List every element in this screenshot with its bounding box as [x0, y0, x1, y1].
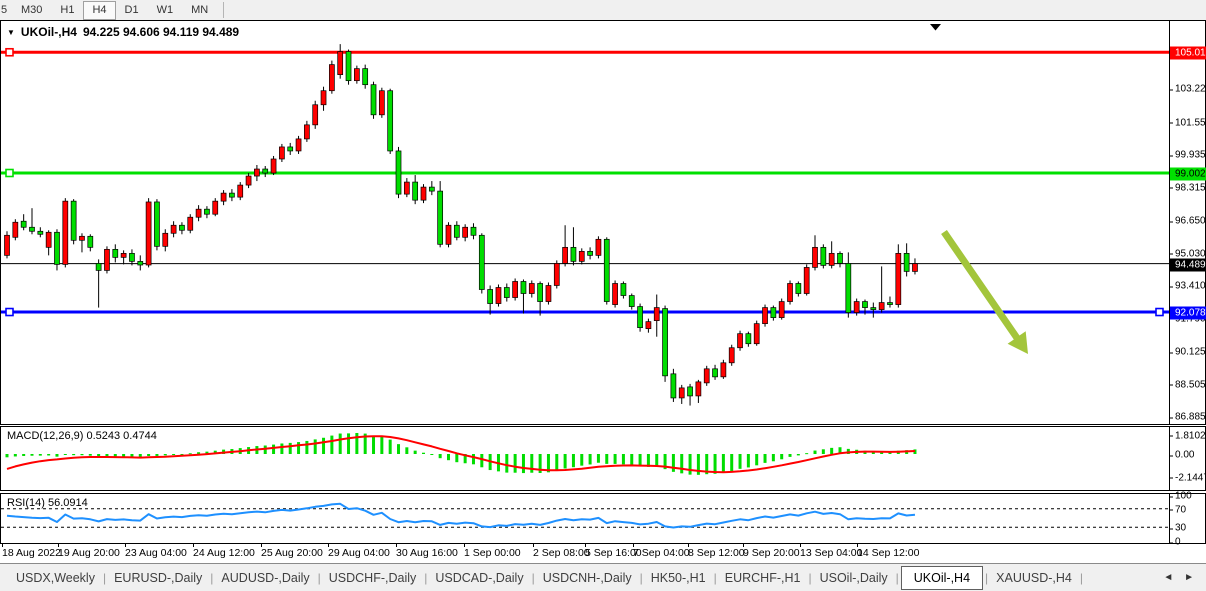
tab-separator: |	[210, 570, 214, 585]
tab-separator: |	[102, 570, 107, 585]
time-axis-label: 5 Sep 16:00	[585, 544, 642, 559]
symbol-dropdown-icon[interactable]: ▼	[7, 27, 15, 37]
timeframe-button-5[interactable]: 5	[1, 3, 8, 16]
price-level-badge-94.489: 94.489	[1170, 258, 1206, 272]
time-axis-label: 19 Aug 20:00	[58, 544, 120, 559]
tab-xauusd-h4[interactable]: XAUUSD-,H4	[996, 570, 1072, 585]
macd-scale-label: 1.8102	[1170, 430, 1206, 442]
line-anchor-left[interactable]	[5, 47, 14, 57]
time-axis-label: 24 Aug 12:00	[193, 544, 255, 559]
time-axis-label: 13 Sep 04:00	[800, 544, 863, 559]
tab-separator: |	[424, 570, 428, 585]
rsi-scale-label: 30	[1169, 522, 1187, 534]
tab-scroll-right-icon[interactable]: ►	[1184, 572, 1198, 583]
macd-scale-label: 0.00	[1169, 449, 1195, 461]
timeframe-toolbar: 5 M30 H1 H4 D1 W1 MN	[0, 0, 1206, 20]
main-chart-panel[interactable]: ▼ UKOil-,H4 94.225 94.606 94.119 94.489	[0, 20, 1170, 425]
price-level-badge-105.015: 105.015	[1170, 46, 1206, 60]
tab-hk50-h1[interactable]: HK50-,H1	[650, 570, 706, 585]
time-axis-label: 25 Aug 20:00	[261, 544, 323, 559]
candles-group	[4, 44, 918, 406]
chart-ohlc-values: 94.225 94.606 94.119 94.489	[82, 25, 240, 39]
tab-ukoil-h4[interactable]: UKOil-,H4	[900, 565, 984, 590]
rsi-scale-label: 0	[1170, 536, 1181, 548]
tab-eurchf-h1[interactable]: EURCHF-,H1	[724, 570, 801, 585]
tab-eurusd-daily[interactable]: EURUSD-,Daily	[114, 570, 203, 585]
tab-separator: |	[1079, 570, 1083, 585]
macd-panel[interactable]: MACD(12,26,9) 0.5243 0.4744	[0, 426, 1170, 491]
tab-usdchf-daily[interactable]: USDCHF-,Daily	[328, 570, 417, 585]
time-axis-label: 29 Aug 04:00	[328, 544, 390, 559]
tab-separator: |	[808, 570, 812, 585]
rsi-canvas[interactable]	[1, 494, 1169, 543]
price-chart-canvas[interactable]	[1, 21, 1169, 424]
tab-usdcad-daily[interactable]: USDCAD-,Daily	[435, 570, 524, 585]
toolbar-separator	[223, 2, 225, 18]
tab-usdcnh-daily[interactable]: USDCNH-,Daily	[542, 570, 632, 585]
time-axis[interactable]: 18 Aug 2022 19 Aug 20:00 23 Aug 04:00 24 Au…	[0, 544, 1206, 563]
time-axis-label: 9 Sep 20:00	[743, 544, 800, 559]
price-tick-label: 90.125	[1170, 346, 1206, 358]
tab-usoil-daily[interactable]: USOil-,Daily	[819, 570, 888, 585]
price-tick-label: 103.220	[1169, 84, 1206, 95]
tab-separator: |	[317, 570, 321, 585]
tab-separator: |	[895, 570, 899, 585]
price-tick-label: 96.650	[1170, 215, 1206, 227]
time-axis-label: 1 Sep 00:00	[464, 544, 521, 559]
rsi-panel[interactable]: RSI(14) 56.0914	[0, 493, 1170, 544]
price-tick-label: 88.505	[1170, 379, 1206, 391]
price-tick-label: 99.935	[1170, 149, 1206, 161]
rsi-label: RSI(14) 56.0914	[7, 497, 88, 509]
price-level-badge-99.002: 99.002	[1170, 167, 1206, 181]
chart-title: ▼ UKOil-,H4 94.225 94.606 94.119 94.489	[7, 25, 239, 39]
tab-scroll-left-icon[interactable]: ◄	[1163, 572, 1178, 583]
macd-histogram-group	[5, 432, 917, 475]
rsi-scale-label: 70	[1169, 504, 1187, 516]
tab-separator: |	[531, 570, 535, 585]
price-level-badge-92.078: 92.078	[1170, 306, 1206, 320]
timeframe-button-M30[interactable]: M30	[21, 3, 43, 16]
tabs-container: USDX,Weekly | EURUSD-,Daily | AUDUSD-,Daily |…	[10, 565, 1085, 590]
line-anchor-right[interactable]	[1155, 307, 1164, 317]
rsi-axis[interactable]: 100 70 30 0	[1169, 490, 1206, 548]
tab-separator: |	[639, 570, 643, 585]
tab-usdx-weekly[interactable]: USDX,Weekly	[16, 570, 95, 585]
tab-separator: |	[713, 570, 717, 585]
time-axis-label: 14 Sep 12:00	[857, 544, 920, 559]
shift-marker-icon[interactable]	[930, 24, 941, 31]
time-axis-label: 18 Aug 2022	[2, 544, 61, 559]
price-tick-label: 101.555	[1169, 117, 1206, 128]
rsi-scale-label: 100	[1170, 490, 1192, 502]
tab-scroll-arrows: ◄ ►	[1163, 572, 1198, 583]
line-anchor-left[interactable]	[5, 307, 14, 317]
macd-label: MACD(12,26,9) 0.5243 0.4744	[7, 430, 157, 442]
symbol-tab-bar: USDX,Weekly | EURUSD-,Daily | AUDUSD-,Daily |…	[0, 563, 1206, 591]
timeframe-button-W1[interactable]: W1	[156, 3, 174, 16]
time-axis-label: 30 Aug 16:00	[396, 544, 458, 559]
price-tick-label: 98.315	[1170, 182, 1206, 194]
line-anchor-left[interactable]	[5, 168, 14, 178]
timeframe-button-H4[interactable]: H4	[83, 0, 116, 20]
timeframe-button-D1[interactable]: D1	[124, 3, 139, 16]
macd-canvas[interactable]	[1, 427, 1169, 490]
price-tick-label: 93.410	[1170, 280, 1206, 292]
time-axis-label: 23 Aug 04:00	[125, 544, 187, 559]
time-axis-label: 2 Sep 08:00	[533, 544, 590, 559]
timeframe-button-H1[interactable]: H1	[60, 3, 75, 16]
timeframe-button-MN[interactable]: MN	[191, 3, 209, 16]
tab-audusd-daily[interactable]: AUDUSD-,Daily	[221, 570, 310, 585]
time-axis-label: 7 Sep 04:00	[633, 544, 690, 559]
macd-axis[interactable]: 1.8102 0.00 -2.1447	[1169, 426, 1206, 491]
price-axis[interactable]: 104.840103.220101.55599.93598.31596.6509…	[1169, 20, 1206, 425]
price-tick-label: 95.030	[1170, 248, 1206, 260]
trend-arrow[interactable]	[941, 230, 1028, 354]
macd-signal-line	[6, 435, 916, 474]
time-axis-label: 8 Sep 12:00	[688, 544, 745, 559]
tab-separator: |	[985, 570, 989, 585]
price-tick-label: 86.885	[1170, 411, 1206, 423]
rsi-line	[6, 502, 916, 529]
chart-symbol-label: UKOil-,H4	[20, 25, 77, 39]
macd-scale-label: -2.1447	[1170, 472, 1206, 483]
